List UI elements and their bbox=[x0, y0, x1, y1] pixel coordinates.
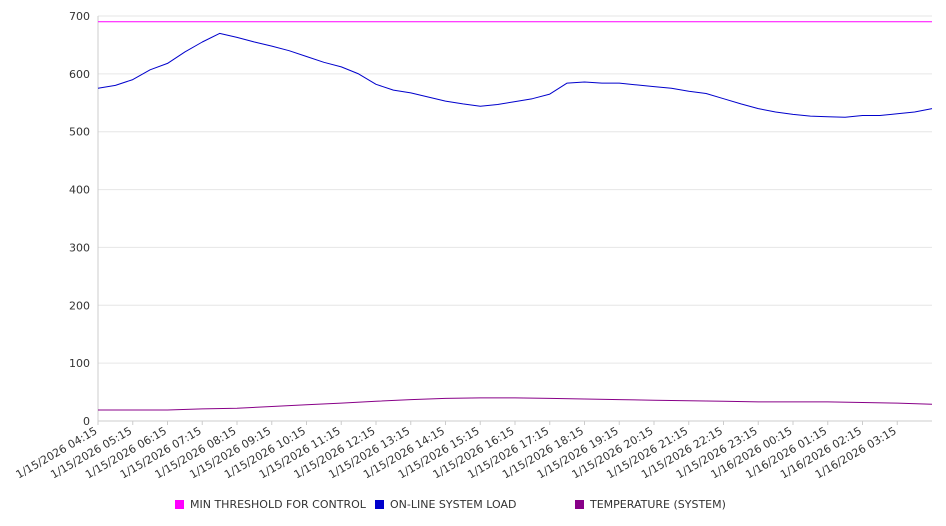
legend-swatch-system-load bbox=[375, 500, 384, 509]
legend-swatch-temperature bbox=[575, 500, 584, 509]
y-tick-label: 200 bbox=[69, 299, 90, 312]
series-line-1 bbox=[97, 32, 933, 118]
y-tick-label: 300 bbox=[69, 241, 90, 254]
grid-lines bbox=[98, 15, 932, 364]
legend-item-temperature[interactable]: TEMPERATURE (SYSTEM) bbox=[575, 498, 726, 511]
legend-label-system-load: ON-LINE SYSTEM LOAD bbox=[390, 498, 517, 511]
legend-item-min-threshold[interactable]: MIN THRESHOLD FOR CONTROL bbox=[175, 498, 366, 511]
legend-label-min-threshold: MIN THRESHOLD FOR CONTROL bbox=[190, 498, 366, 511]
y-tick-label: 700 bbox=[69, 10, 90, 23]
legend-swatch-min-threshold bbox=[175, 500, 184, 509]
x-axis-ticks: 1/15/2026 04:151/15/2026 05:151/15/2026 … bbox=[14, 421, 899, 481]
series-lines bbox=[97, 21, 933, 411]
legend: MIN THRESHOLD FOR CONTROL ON-LINE SYSTEM… bbox=[0, 498, 946, 516]
y-tick-label: 100 bbox=[69, 357, 90, 370]
y-tick-label: 600 bbox=[69, 68, 90, 81]
legend-item-system-load[interactable]: ON-LINE SYSTEM LOAD bbox=[375, 498, 516, 511]
y-tick-label: 400 bbox=[69, 184, 90, 197]
y-tick-label: 0 bbox=[83, 415, 90, 428]
y-axis-ticks: 0 100 200 300 400 500 600 700 bbox=[69, 10, 90, 428]
legend-label-temperature: TEMPERATURE (SYSTEM) bbox=[590, 498, 726, 511]
y-tick-label: 500 bbox=[69, 126, 90, 139]
series-line-2 bbox=[98, 397, 933, 411]
